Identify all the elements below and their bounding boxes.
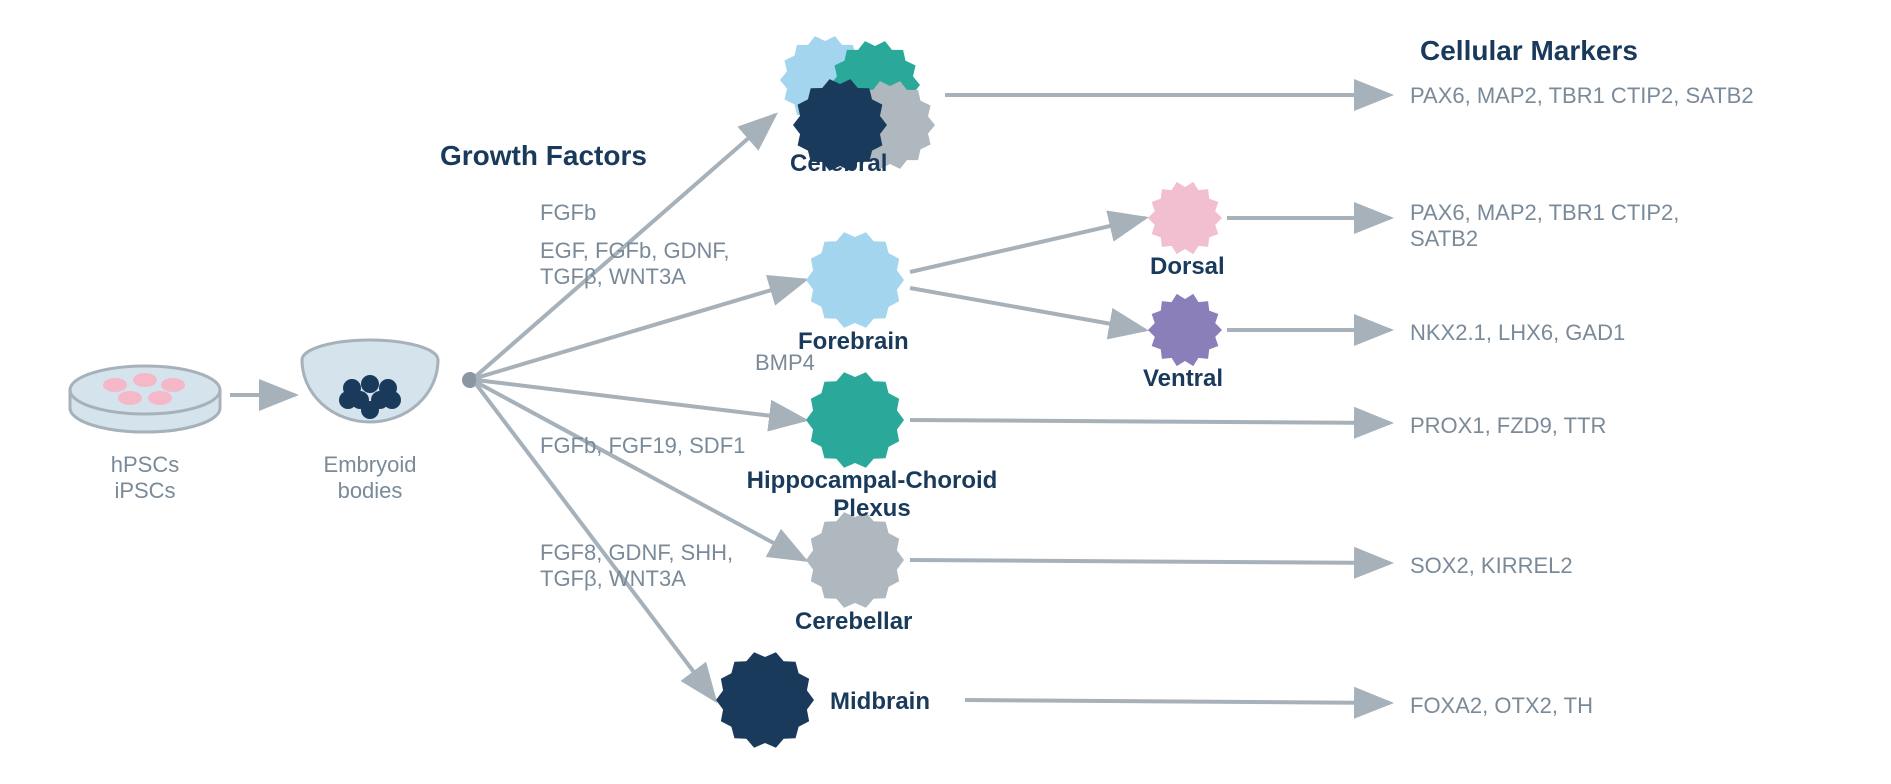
gf-cerebral: FGFb bbox=[540, 200, 596, 226]
forebrain-label: Forebrain bbox=[798, 328, 909, 356]
dorsal-label: Dorsal bbox=[1150, 253, 1225, 281]
ventral-label: Ventral bbox=[1143, 365, 1223, 393]
embryoid-label: Embryoid bodies bbox=[300, 452, 440, 504]
growth-factors-header: Growth Factors bbox=[440, 140, 647, 172]
gf-forebrain: EGF, FGFb, GDNF, TGFβ, WNT3A bbox=[540, 238, 729, 290]
cerebellar-label: Cerebellar bbox=[795, 608, 912, 636]
markers-dorsal: PAX6, MAP2, TBR1 CTIP2, SATB2 bbox=[1410, 200, 1679, 252]
hpscs-label: hPSCs iPSCs bbox=[85, 452, 205, 504]
markers-cerebral: PAX6, MAP2, TBR1 CTIP2, SATB2 bbox=[1410, 83, 1754, 109]
hippocampal-label: Hippocampal-Choroid Plexus bbox=[742, 467, 1002, 523]
gf-hippocampal: FGFb, FGF19, SDF1 bbox=[540, 433, 745, 459]
markers-cerebellar: SOX2, KIRREL2 bbox=[1410, 553, 1573, 579]
gf-cerebellar: FGF8, GDNF, SHH, TGFβ, WNT3A bbox=[540, 540, 733, 592]
cerebral-label: Cerebral bbox=[790, 150, 887, 178]
midbrain-label: Midbrain bbox=[830, 688, 930, 716]
markers-ventral: NKX2.1, LHX6, GAD1 bbox=[1410, 320, 1625, 346]
markers-hippocampal: PROX1, FZD9, TTR bbox=[1410, 413, 1606, 439]
diagram-canvas bbox=[0, 0, 1891, 784]
markers-midbrain: FOXA2, OTX2, TH bbox=[1410, 693, 1593, 719]
cellular-markers-header: Cellular Markers bbox=[1420, 35, 1638, 67]
